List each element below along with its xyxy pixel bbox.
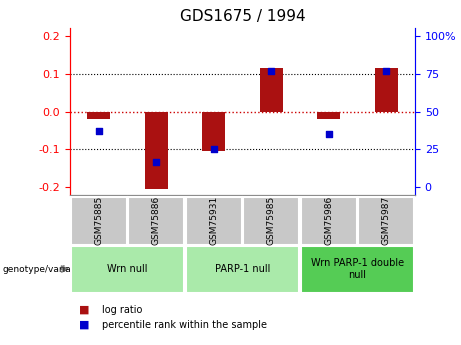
Title: GDS1675 / 1994: GDS1675 / 1994 xyxy=(180,9,305,24)
Text: ■: ■ xyxy=(79,305,90,315)
Text: Wrn PARP-1 double
null: Wrn PARP-1 double null xyxy=(311,258,404,280)
Bar xyxy=(202,111,225,151)
Text: Wrn null: Wrn null xyxy=(107,264,148,274)
Bar xyxy=(87,111,110,119)
Text: GSM75931: GSM75931 xyxy=(209,195,218,245)
Point xyxy=(95,128,102,134)
Text: GSM75885: GSM75885 xyxy=(94,195,103,245)
Bar xyxy=(375,68,398,111)
Point xyxy=(383,68,390,73)
Text: GSM75886: GSM75886 xyxy=(152,195,161,245)
Text: GSM75985: GSM75985 xyxy=(267,195,276,245)
Text: PARP-1 null: PARP-1 null xyxy=(215,264,270,274)
Text: GSM75987: GSM75987 xyxy=(382,195,391,245)
Point xyxy=(325,131,332,137)
Text: genotype/variation: genotype/variation xyxy=(2,265,89,274)
Bar xyxy=(260,68,283,111)
Bar xyxy=(145,111,168,189)
Point xyxy=(267,68,275,73)
Point xyxy=(153,159,160,164)
Text: log ratio: log ratio xyxy=(102,305,142,315)
Point xyxy=(210,147,218,152)
Bar xyxy=(317,111,340,119)
Text: GSM75986: GSM75986 xyxy=(324,195,333,245)
Text: ■: ■ xyxy=(79,320,90,330)
Text: percentile rank within the sample: percentile rank within the sample xyxy=(102,320,267,330)
